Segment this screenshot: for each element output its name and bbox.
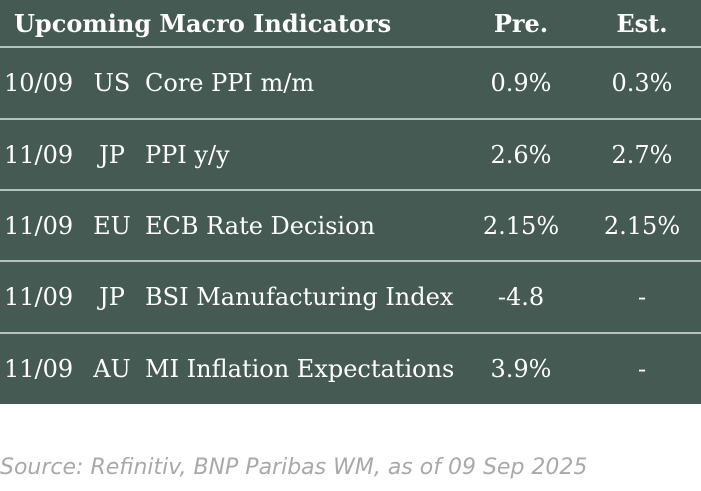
cell-indicator: ECB Rate Decision <box>145 211 376 240</box>
cell-indicator: Core PPI m/m <box>145 69 315 97</box>
cell-indicator: PPI y/y <box>145 140 230 169</box>
cell-date: 11/09 <box>4 211 74 240</box>
cell-indicator: BSI Manufacturing Index <box>145 283 454 311</box>
row-divider <box>0 332 701 334</box>
cell-est: - <box>637 283 647 311</box>
macro-indicators-table: Upcoming Macro Indicators Pre. Est. 10/0… <box>0 0 701 404</box>
table-row: 11/09 JP PPI y/y 2.6% 2.7% <box>0 120 701 189</box>
table-title: Upcoming Macro Indicators <box>14 8 392 38</box>
column-header-pre: Pre. <box>493 8 549 38</box>
cell-est: - <box>637 355 647 383</box>
cell-country: EU <box>93 211 131 240</box>
row-divider <box>0 46 701 48</box>
cell-country: US <box>93 69 131 97</box>
cell-date: 10/09 <box>4 69 74 97</box>
cell-est: 0.3% <box>611 69 673 97</box>
cell-pre: 3.9% <box>490 355 552 383</box>
cell-date: 11/09 <box>4 140 74 169</box>
row-divider <box>0 118 701 120</box>
cell-country: JP <box>99 140 125 169</box>
table-row: 11/09 EU ECB Rate Decision 2.15% 2.15% <box>0 191 701 260</box>
row-divider <box>0 260 701 262</box>
source-note: Source: Refinitiv, BNP Paribas WM, as of… <box>0 455 588 480</box>
cell-pre: -4.8 <box>497 283 545 311</box>
table-row: 11/09 AU MI Inflation Expectations 3.9% … <box>0 334 701 404</box>
cell-est: 2.15% <box>603 211 681 240</box>
column-header-est: Est. <box>616 8 668 38</box>
table-row: 10/09 US Core PPI m/m 0.9% 0.3% <box>0 48 701 118</box>
cell-pre: 2.6% <box>490 140 552 169</box>
cell-pre: 2.15% <box>482 211 560 240</box>
cell-country: JP <box>99 283 125 311</box>
table-header: Upcoming Macro Indicators Pre. Est. <box>0 0 701 46</box>
row-divider <box>0 189 701 191</box>
cell-est: 2.7% <box>611 140 673 169</box>
cell-country: AU <box>93 355 131 383</box>
cell-pre: 0.9% <box>490 69 552 97</box>
table-row: 11/09 JP BSI Manufacturing Index -4.8 - <box>0 262 701 332</box>
cell-date: 11/09 <box>4 355 74 383</box>
cell-date: 11/09 <box>4 283 74 311</box>
cell-indicator: MI Inflation Expectations <box>145 355 455 383</box>
